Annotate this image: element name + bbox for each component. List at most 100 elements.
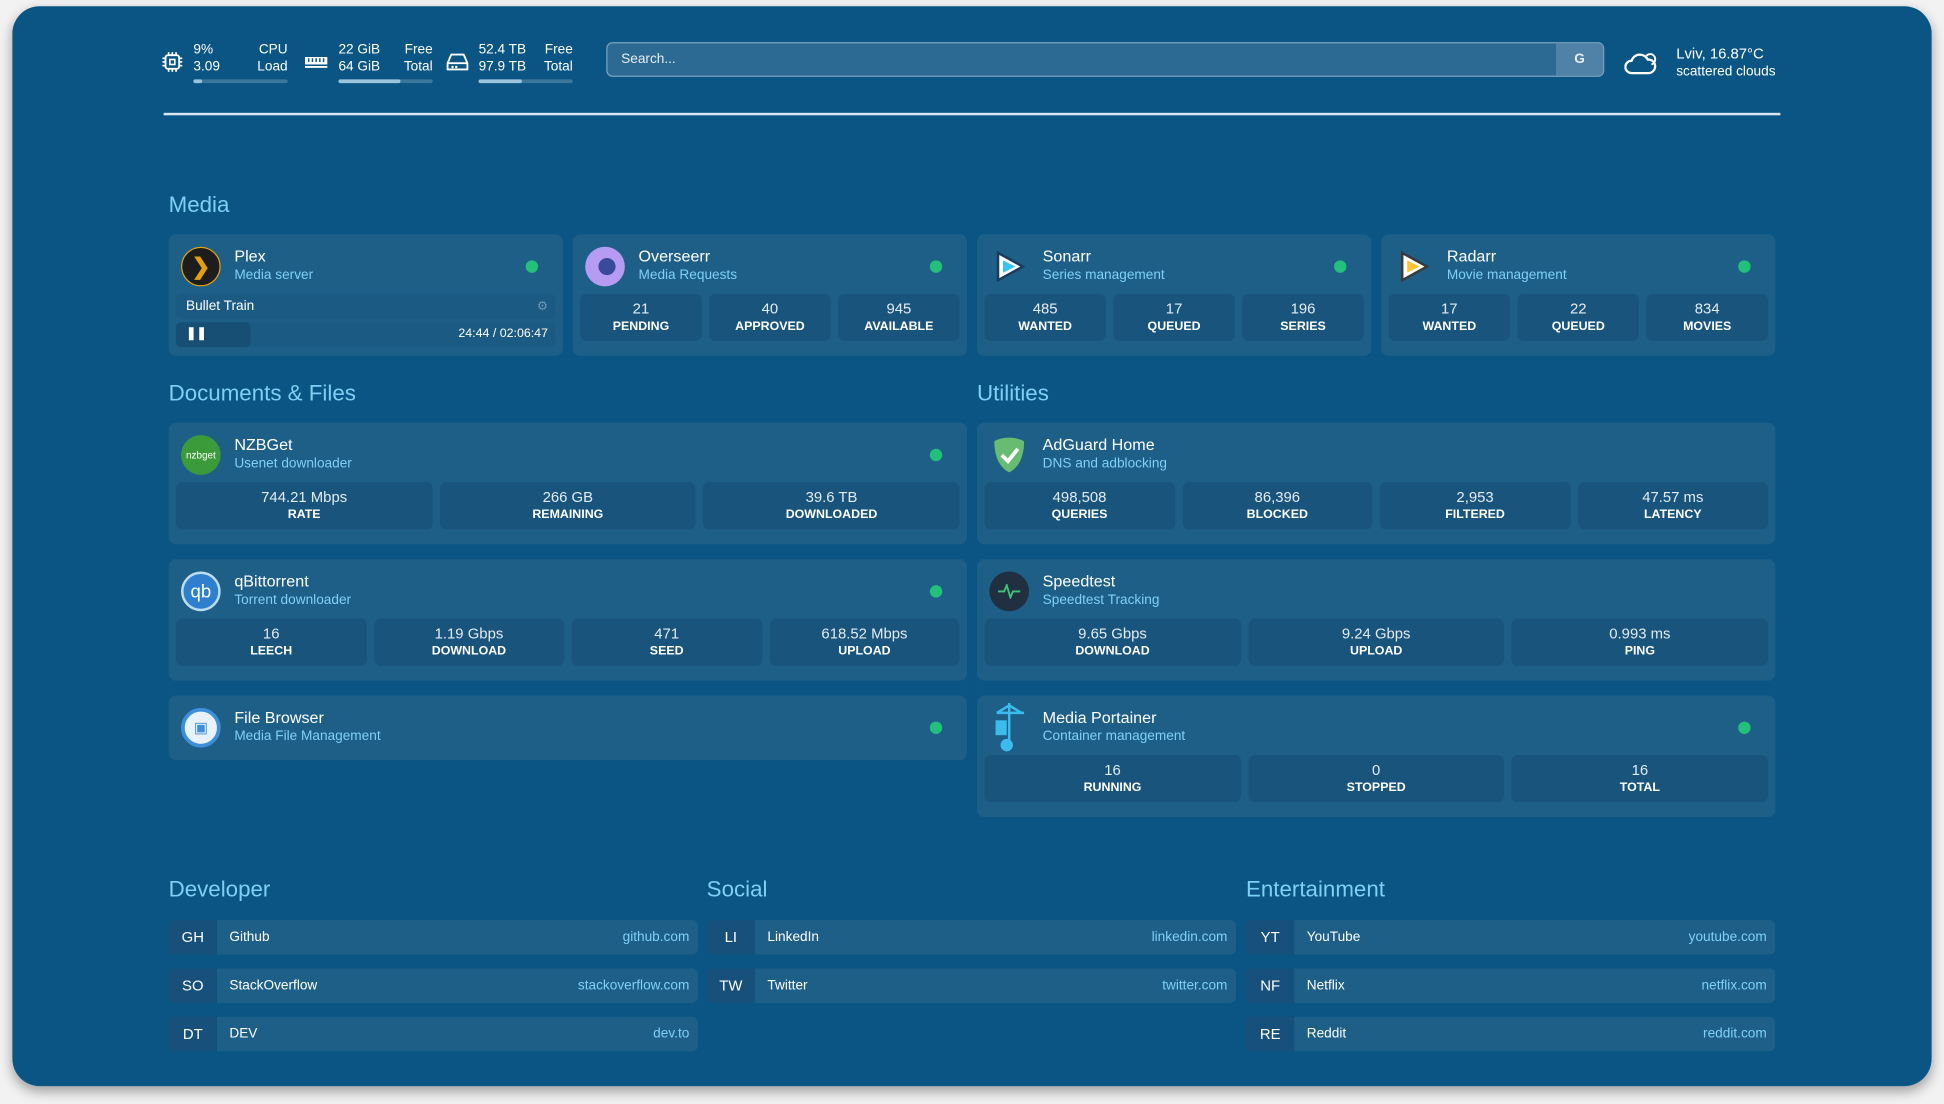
stat-block: 16 LEECH [176, 618, 367, 666]
bookmark-url[interactable]: github.com [622, 929, 690, 945]
stat-value: 196 [1290, 300, 1316, 318]
stat-label: STOPPED [1346, 781, 1406, 795]
stat-label: RUNNING [1083, 781, 1142, 795]
bookmark-url[interactable]: stackoverflow.com [577, 978, 690, 994]
bookmark-name[interactable]: YouTube [1306, 929, 1361, 945]
bookmark-url[interactable]: linkedin.com [1151, 929, 1228, 945]
stat-block: 17 QUEUED [1113, 293, 1235, 341]
stat-block: 498,508 QUERIES [984, 482, 1175, 530]
stat-block: 21 PENDING [580, 293, 702, 341]
service-card-adguard[interactable]: AdGuard Home DNS and adblocking 498,508 QU… [976, 422, 1776, 545]
portainer-crane-icon [989, 702, 1029, 752]
bookmark-twitter[interactable]: TW Twitter twitter.com [706, 968, 1237, 1003]
service-name: NZBGet [234, 435, 293, 454]
hard-drive-icon [446, 53, 469, 71]
service-description: Speedtest Tracking [1042, 592, 1160, 608]
service-card-radarr[interactable]: Radarr Movie management 17 WANTED 22 QUEUED 8… [1381, 234, 1776, 356]
bookmark-url[interactable]: dev.to [653, 1026, 690, 1042]
stat-value: 9.65 Gbps [1078, 624, 1147, 643]
stat-block: 2,953 FILTERED [1379, 482, 1571, 530]
service-name: Radarr [1446, 246, 1497, 266]
service-card-file-browser[interactable]: ▣ File Browser Media File Management [168, 695, 968, 760]
service-name: Plex [234, 246, 266, 266]
bookmark-name[interactable]: StackOverflow [229, 978, 318, 994]
service-card-nzbget[interactable]: nzbget NZBGet Usenet downloader 744.21 Mb… [168, 422, 968, 545]
search-bar[interactable]: Search... G [606, 42, 1605, 77]
stat-block: 744.21 Mbps RATE [176, 482, 433, 530]
ram-free-label: Free [404, 42, 433, 58]
bookmark-name[interactable]: DEV [229, 1026, 258, 1042]
bookmark-dev[interactable]: DT DEV dev.to [168, 1016, 699, 1052]
header-divider [163, 112, 1781, 116]
bookmark-name[interactable]: Reddit [1306, 1026, 1347, 1042]
service-description: Usenet downloader [234, 456, 352, 472]
cpu-usage: 9% [193, 42, 214, 58]
service-card-overseerr[interactable]: Overseerr Media Requests 21 PENDING 40 APPRO… [572, 234, 968, 356]
disk-bar [478, 79, 573, 84]
stat-value: 498,508 [1052, 488, 1107, 506]
bookmark-abbreviation: DT [168, 1016, 217, 1052]
weather-condition: scattered clouds [1676, 64, 1776, 80]
pause-icon[interactable]: ❚❚ [185, 327, 207, 341]
bookmark-stackoverflow[interactable]: SO StackOverflow stackoverflow.com [168, 968, 699, 1003]
bookmark-youtube[interactable]: YT YouTube youtube.com [1245, 919, 1776, 955]
playback-bar[interactable]: ❚❚ 24:44 / 02:06:47 [176, 322, 556, 348]
service-card-qbittorrent[interactable]: qb qBittorrent Torrent downloader 16 LEECH… [168, 559, 968, 681]
stat-value: 2,953 [1456, 488, 1494, 506]
stat-label: UPLOAD [1350, 644, 1403, 659]
stat-block: 196 SERIES [1242, 293, 1364, 341]
stat-block: 0.993 ms PING [1511, 618, 1768, 666]
stat-label: LATENCY [1643, 508, 1702, 522]
section-title-entertainment: Entertainment [1245, 876, 1385, 902]
dashboard: 9% CPU 3.09 Load 22 GiB Free 64 GiB Total 52.4… [12, 6, 1932, 1087]
stat-label: WANTED [1422, 319, 1477, 334]
service-description: Series management [1042, 267, 1165, 283]
stat-value: 17 [1165, 300, 1183, 318]
bookmark-url[interactable]: youtube.com [1688, 929, 1767, 945]
service-description: DNS and adblocking [1042, 456, 1168, 472]
stat-label: FILTERED [1445, 508, 1505, 522]
bookmark-netflix[interactable]: NF Netflix netflix.com [1245, 968, 1776, 1003]
now-playing-title: Bullet Train [185, 298, 255, 314]
service-description: Media Requests [638, 267, 738, 283]
stat-value: 0 [1372, 761, 1381, 779]
stat-value: 21 [632, 300, 650, 318]
google-search-button[interactable]: G [1555, 43, 1604, 76]
ram-total: 64 GiB [338, 59, 381, 75]
stat-block: 266 GB REMAINING [439, 482, 696, 530]
service-description: Movie management [1446, 267, 1567, 283]
stat-block: 47.57 ms LATENCY [1577, 482, 1768, 530]
service-card-speedtest[interactable]: Speedtest Speedtest Tracking 9.65 Gbps DOW… [976, 559, 1776, 681]
service-card-sonarr[interactable]: Sonarr Series management 485 WANTED 17 QUEUE… [976, 234, 1372, 356]
service-card-plex[interactable]: ❯ Plex Media server Bullet Train ⚙ ❚❚ 24:4… [168, 234, 563, 356]
search-input[interactable]: Search... [621, 52, 676, 67]
plex-icon: ❯ [181, 246, 221, 287]
load-label: Load [257, 59, 288, 75]
bookmark-name[interactable]: Github [229, 929, 270, 945]
overseerr-icon [585, 246, 625, 287]
stat-value: 16 [1631, 761, 1649, 779]
bookmark-url[interactable]: netflix.com [1701, 978, 1767, 994]
bookmark-reddit[interactable]: RE Reddit reddit.com [1245, 1016, 1776, 1052]
bookmark-name[interactable]: Twitter [767, 978, 808, 994]
stat-block: 16 TOTAL [1511, 755, 1768, 803]
bookmark-url[interactable]: twitter.com [1162, 978, 1228, 994]
bookmark-abbreviation: YT [1245, 919, 1295, 955]
service-card-portainer[interactable]: Media Portainer Container management 16 RU… [976, 695, 1776, 818]
stat-label: APPROVED [735, 319, 805, 334]
status-indicator [929, 448, 943, 462]
stat-value: 17 [1441, 300, 1458, 318]
stat-value: 47.57 ms [1642, 488, 1704, 506]
bookmark-name[interactable]: Netflix [1306, 978, 1345, 994]
ram-bar [338, 79, 433, 84]
bookmark-url[interactable]: reddit.com [1703, 1026, 1767, 1042]
settings-icon[interactable]: ⚙ [536, 299, 548, 314]
section-title-documents: Documents & Files [168, 380, 356, 406]
bookmark-linkedin[interactable]: LI LinkedIn linkedin.com [706, 919, 1237, 955]
stat-block: 834 MOVIES [1646, 293, 1768, 341]
cpu-widget: 9% CPU 3.09 Load [161, 41, 288, 84]
stat-block: 16 RUNNING [984, 755, 1241, 803]
bookmark-github[interactable]: GH Github github.com [168, 919, 699, 955]
service-name: qBittorrent [234, 571, 309, 591]
bookmark-name[interactable]: LinkedIn [767, 929, 820, 945]
